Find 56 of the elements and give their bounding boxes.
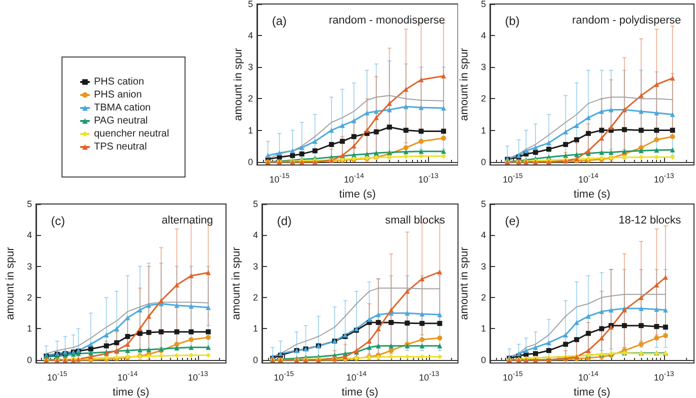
legend-label: PHS anion: [94, 90, 142, 100]
y-tick-label: 5: [252, 199, 258, 209]
y-tick-label: 5: [480, 199, 486, 209]
y-axis-title: amount in spur: [4, 246, 17, 320]
text: small blocks: [385, 214, 446, 226]
y-tick-label: 1: [248, 125, 253, 136]
x-axis-title: time (s): [574, 188, 610, 200]
y-tick-label: 2: [248, 94, 253, 104]
y-tick-label: 2: [26, 292, 32, 303]
y-tick-label: 1: [480, 324, 486, 334]
y-tick-label: 5: [480, 0, 486, 9]
legend-label: quencher neutral: [94, 128, 170, 140]
x-axis-title: time (s): [574, 386, 610, 398]
y-tick-label: 1: [252, 324, 258, 334]
y-tick-label: 5: [248, 0, 253, 9]
y-tick-label: 3: [480, 261, 486, 272]
y-axis-title: amount in spur: [230, 246, 243, 320]
text: random - polydisperse: [572, 14, 682, 26]
text: 18-12 blocks: [618, 214, 682, 226]
y-tick-label: 0: [26, 354, 32, 365]
text: (a): [272, 14, 287, 28]
y-tick-label: 3: [480, 62, 486, 72]
y-tick-label: 0: [248, 156, 253, 167]
x-axis-title: time (s): [342, 386, 378, 398]
y-tick-label: 2: [480, 292, 486, 303]
text: (d): [277, 214, 292, 228]
legend-label: TBMA cation: [94, 102, 151, 114]
y-tick-label: 5: [26, 199, 32, 209]
y-axis-title: amount in spur: [458, 48, 471, 121]
y-axis-title: amount in spur: [232, 48, 245, 121]
text: (e): [505, 214, 520, 228]
y-tick-label: 4: [480, 230, 486, 240]
legend-label: PHS cation: [94, 76, 144, 88]
x-axis-title: time (s): [112, 386, 150, 398]
y-tick-label: 2: [480, 94, 486, 104]
y-tick-label: 4: [248, 30, 253, 41]
y-tick-label: 4: [252, 230, 258, 240]
y-tick-label: 3: [252, 261, 258, 272]
y-tick-label: 1: [480, 125, 486, 136]
y-tick-label: 3: [26, 261, 32, 272]
y-tick-label: 4: [480, 30, 486, 41]
y-tick-label: 4: [26, 230, 32, 240]
text: alternating: [162, 214, 214, 226]
y-tick-label: 0: [480, 354, 486, 365]
text: random - monodisperse: [328, 14, 446, 26]
y-tick-label: 2: [252, 292, 258, 303]
y-tick-label: 0: [252, 354, 258, 365]
text: (c): [51, 214, 65, 228]
y-tick-label: 3: [248, 62, 253, 72]
legend-label: PAG neutral: [94, 116, 148, 126]
x-axis-title: time (s): [339, 188, 376, 200]
y-axis-title: amount in spur: [458, 246, 471, 320]
y-tick-label: 0: [480, 156, 486, 167]
y-tick-label: 1: [26, 324, 32, 334]
legend-label: TPS neutral: [94, 142, 147, 152]
text: (b): [505, 14, 520, 28]
